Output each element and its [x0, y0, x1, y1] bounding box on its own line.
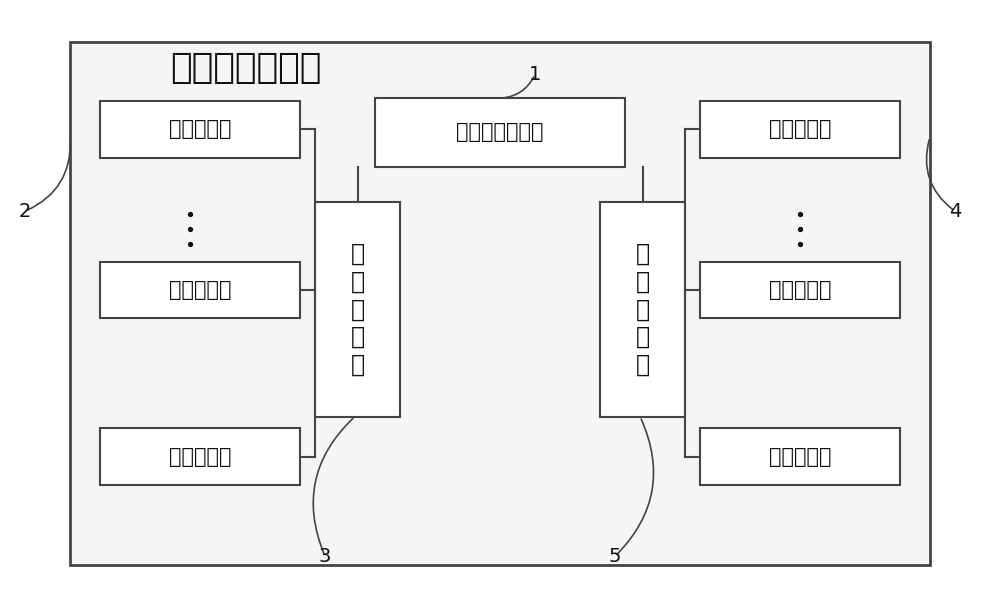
Text: 物联网通讯系统: 物联网通讯系统	[170, 51, 321, 86]
FancyBboxPatch shape	[70, 42, 930, 565]
Text: 终端设备二: 终端设备二	[769, 280, 831, 300]
Text: 终端设备一: 终端设备一	[169, 120, 231, 139]
FancyBboxPatch shape	[315, 202, 400, 416]
Text: 终端设备一: 终端设备一	[169, 280, 231, 300]
FancyBboxPatch shape	[600, 202, 685, 416]
FancyBboxPatch shape	[700, 262, 900, 318]
FancyBboxPatch shape	[100, 262, 300, 318]
Text: 3: 3	[319, 547, 331, 566]
Text: 终端设备一: 终端设备一	[169, 447, 231, 466]
Text: 终端设备二: 终端设备二	[769, 120, 831, 139]
Text: 4: 4	[949, 202, 961, 221]
FancyBboxPatch shape	[100, 428, 300, 485]
FancyBboxPatch shape	[100, 101, 300, 158]
Text: 监控平台服务器: 监控平台服务器	[456, 123, 544, 142]
FancyBboxPatch shape	[700, 101, 900, 158]
FancyBboxPatch shape	[375, 98, 625, 167]
Text: 终端设备二: 终端设备二	[769, 447, 831, 466]
FancyBboxPatch shape	[700, 428, 900, 485]
Text: 1: 1	[529, 65, 541, 84]
Text: 5: 5	[609, 547, 621, 566]
Text: 代
表
设
备
一: 代 表 设 备 一	[350, 242, 365, 377]
Text: 2: 2	[19, 202, 31, 221]
Text: 代
表
设
备
二: 代 表 设 备 二	[635, 242, 650, 377]
